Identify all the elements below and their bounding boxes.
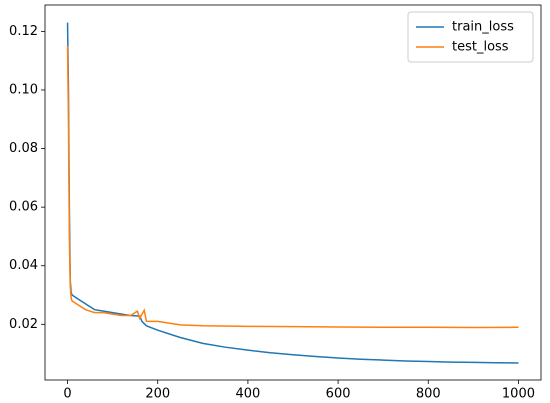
y-tick-label: 0.10 [9,82,38,97]
plot-frame [44,4,542,381]
x-tick-label: 400 [235,387,260,402]
legend-label: train_loss [452,20,514,35]
y-tick-label: 0.04 [9,258,38,273]
line [66,46,519,329]
x-tick-label: 0 [63,387,71,402]
y-tick-label: 0.12 [9,24,38,39]
legend-box [407,11,534,63]
line [66,22,519,364]
x-tick-label: 1000 [502,387,535,402]
x-tick-label: 800 [416,387,441,402]
legend-label: test_loss [452,40,509,55]
y-tick-label: 0.08 [9,141,38,156]
y-tick-label: 0.02 [9,317,38,332]
x-tick-label: 600 [326,387,351,402]
x-tick-label: 200 [145,387,170,402]
y-tick-label: 0.06 [9,200,38,215]
